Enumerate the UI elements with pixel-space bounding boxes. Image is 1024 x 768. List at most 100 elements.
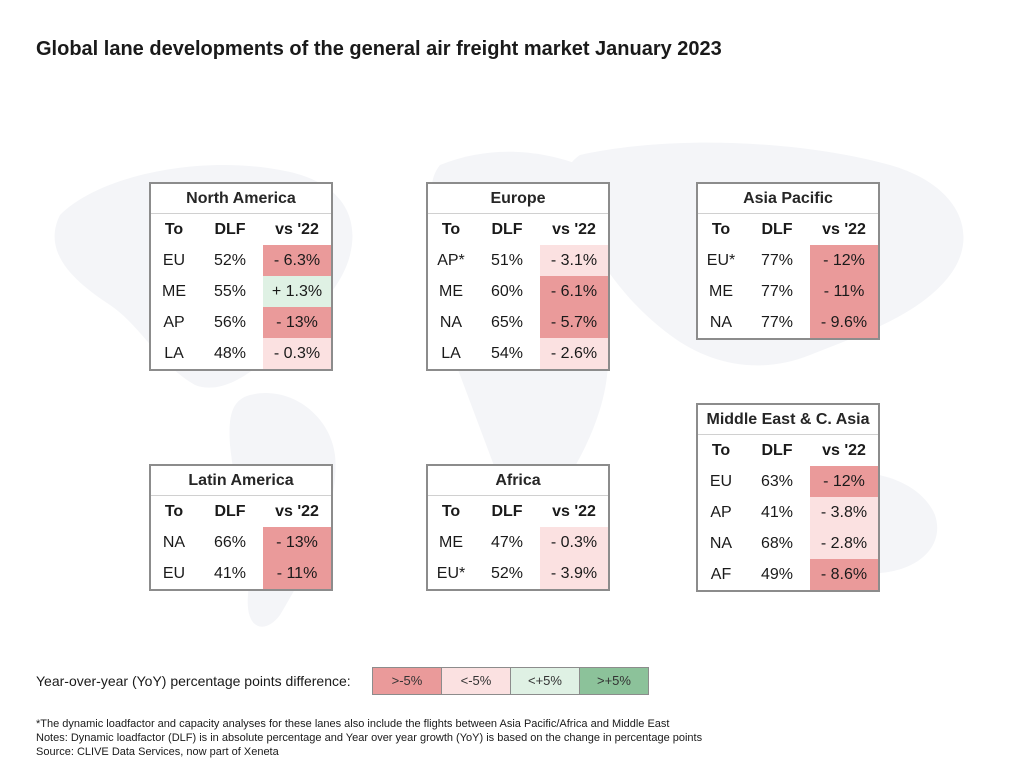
table-asia-pacific: Asia Pacific To DLF vs '22 EU* 77% - 12% ME…	[696, 182, 880, 340]
cell-yoy-change: + 1.3%	[263, 276, 331, 307]
cell-dlf: 48%	[213, 345, 247, 362]
cell-yoy-change: - 11%	[810, 276, 878, 307]
table-row: AF 49% - 8.6%	[698, 559, 878, 590]
footnotes: *The dynamic loadfactor and capacity ana…	[36, 717, 702, 759]
column-to: To	[441, 221, 461, 238]
cell-dlf: 66%	[213, 534, 247, 551]
legend-item: >-5%	[373, 668, 442, 694]
cell-destination: NA	[162, 534, 186, 551]
footnote-asterisk: *The dynamic loadfactor and capacity ana…	[36, 718, 670, 730]
table-row: EU 63% - 12%	[698, 466, 878, 497]
cell-destination: AP	[710, 504, 732, 521]
cell-destination: EU	[162, 565, 186, 582]
footnote-source: Source: CLIVE Data Services, now part of…	[36, 746, 279, 758]
cell-yoy-change: - 9.6%	[810, 307, 878, 338]
table-title: North America	[151, 184, 331, 214]
cell-yoy-change: - 13%	[263, 307, 331, 338]
column-to: To	[711, 442, 731, 459]
column-dlf: DLF	[491, 221, 523, 238]
table-title: Africa	[428, 466, 608, 496]
cell-dlf: 56%	[213, 314, 247, 331]
cell-dlf: 60%	[490, 283, 524, 300]
table-middle-east-c-asia: Middle East & C. Asia To DLF vs '22 EU 63…	[696, 403, 880, 592]
column-dlf: DLF	[761, 442, 793, 459]
table-row: AP* 51% - 3.1%	[428, 245, 608, 276]
cell-destination: NA	[439, 314, 463, 331]
column-vs: vs '22	[263, 214, 331, 245]
table-row: AP 56% - 13%	[151, 307, 331, 338]
column-vs: vs '22	[810, 214, 878, 245]
table-title: Asia Pacific	[698, 184, 878, 214]
column-header-row: To DLF vs '22	[698, 435, 878, 466]
cell-destination: LA	[441, 345, 461, 362]
cell-yoy-change: - 3.8%	[810, 497, 878, 528]
table-row: NA 68% - 2.8%	[698, 528, 878, 559]
cell-destination: LA	[164, 345, 184, 362]
legend-label: Year-over-year (YoY) percentage points d…	[36, 673, 351, 689]
cell-destination: EU*	[706, 252, 736, 269]
cell-yoy-change: - 12%	[810, 245, 878, 276]
table-row: ME 60% - 6.1%	[428, 276, 608, 307]
cell-dlf: 41%	[213, 565, 247, 582]
table-latin-america: Latin America To DLF vs '22 NA 66% - 13% EU…	[149, 464, 333, 591]
cell-dlf: 41%	[760, 504, 794, 521]
column-to: To	[164, 503, 184, 520]
cell-destination: EU	[709, 473, 733, 490]
column-header-row: To DLF vs '22	[428, 214, 608, 245]
column-header-row: To DLF vs '22	[698, 214, 878, 245]
table-north-america: North America To DLF vs '22 EU 52% - 6.3% M…	[149, 182, 333, 371]
cell-destination: EU	[162, 252, 186, 269]
cell-yoy-change: - 2.6%	[540, 338, 608, 369]
legend-item: >+5%	[580, 668, 648, 694]
cell-yoy-change: - 6.3%	[263, 245, 331, 276]
table-row: EU* 52% - 3.9%	[428, 558, 608, 589]
legend: Year-over-year (YoY) percentage points d…	[36, 667, 649, 695]
column-dlf: DLF	[214, 503, 246, 520]
cell-destination: ME	[439, 534, 463, 551]
table-row: EU 52% - 6.3%	[151, 245, 331, 276]
cell-dlf: 47%	[490, 534, 524, 551]
cell-dlf: 54%	[490, 345, 524, 362]
column-header-row: To DLF vs '22	[151, 496, 331, 527]
table-row: NA 66% - 13%	[151, 527, 331, 558]
table-row: NA 77% - 9.6%	[698, 307, 878, 338]
cell-destination: EU*	[436, 565, 466, 582]
cell-destination: AP*	[437, 252, 465, 269]
column-header-row: To DLF vs '22	[428, 496, 608, 527]
column-vs: vs '22	[540, 496, 608, 527]
column-to: To	[711, 221, 731, 238]
footnote-notes: Notes: Dynamic loadfactor (DLF) is in ab…	[36, 732, 703, 744]
cell-yoy-change: - 12%	[810, 466, 878, 497]
table-row: ME 77% - 11%	[698, 276, 878, 307]
table-title: Europe	[428, 184, 608, 214]
cell-dlf: 51%	[490, 252, 524, 269]
cell-dlf: 63%	[760, 473, 794, 490]
cell-dlf: 77%	[760, 252, 794, 269]
cell-dlf: 52%	[213, 252, 247, 269]
table-row: LA 54% - 2.6%	[428, 338, 608, 369]
column-dlf: DLF	[761, 221, 793, 238]
cell-yoy-change: - 0.3%	[540, 527, 608, 558]
table-row: ME 55% + 1.3%	[151, 276, 331, 307]
column-header-row: To DLF vs '22	[151, 214, 331, 245]
legend-item: <-5%	[442, 668, 511, 694]
column-vs: vs '22	[540, 214, 608, 245]
cell-dlf: 55%	[213, 283, 247, 300]
table-africa: Africa To DLF vs '22 ME 47% - 0.3% EU* 52% - …	[426, 464, 610, 591]
cell-yoy-change: - 5.7%	[540, 307, 608, 338]
column-vs: vs '22	[263, 496, 331, 527]
cell-yoy-change: - 3.9%	[540, 558, 608, 589]
cell-yoy-change: - 0.3%	[263, 338, 331, 369]
column-dlf: DLF	[491, 503, 523, 520]
table-row: NA 65% - 5.7%	[428, 307, 608, 338]
table-row: LA 48% - 0.3%	[151, 338, 331, 369]
cell-dlf: 52%	[490, 565, 524, 582]
cell-destination: ME	[439, 283, 463, 300]
cell-destination: NA	[709, 535, 733, 552]
table-row: AP 41% - 3.8%	[698, 497, 878, 528]
cell-destination: ME	[709, 283, 733, 300]
cell-dlf: 49%	[760, 566, 794, 583]
cell-yoy-change: - 11%	[263, 558, 331, 589]
table-title: Latin America	[151, 466, 331, 496]
column-vs: vs '22	[810, 435, 878, 466]
